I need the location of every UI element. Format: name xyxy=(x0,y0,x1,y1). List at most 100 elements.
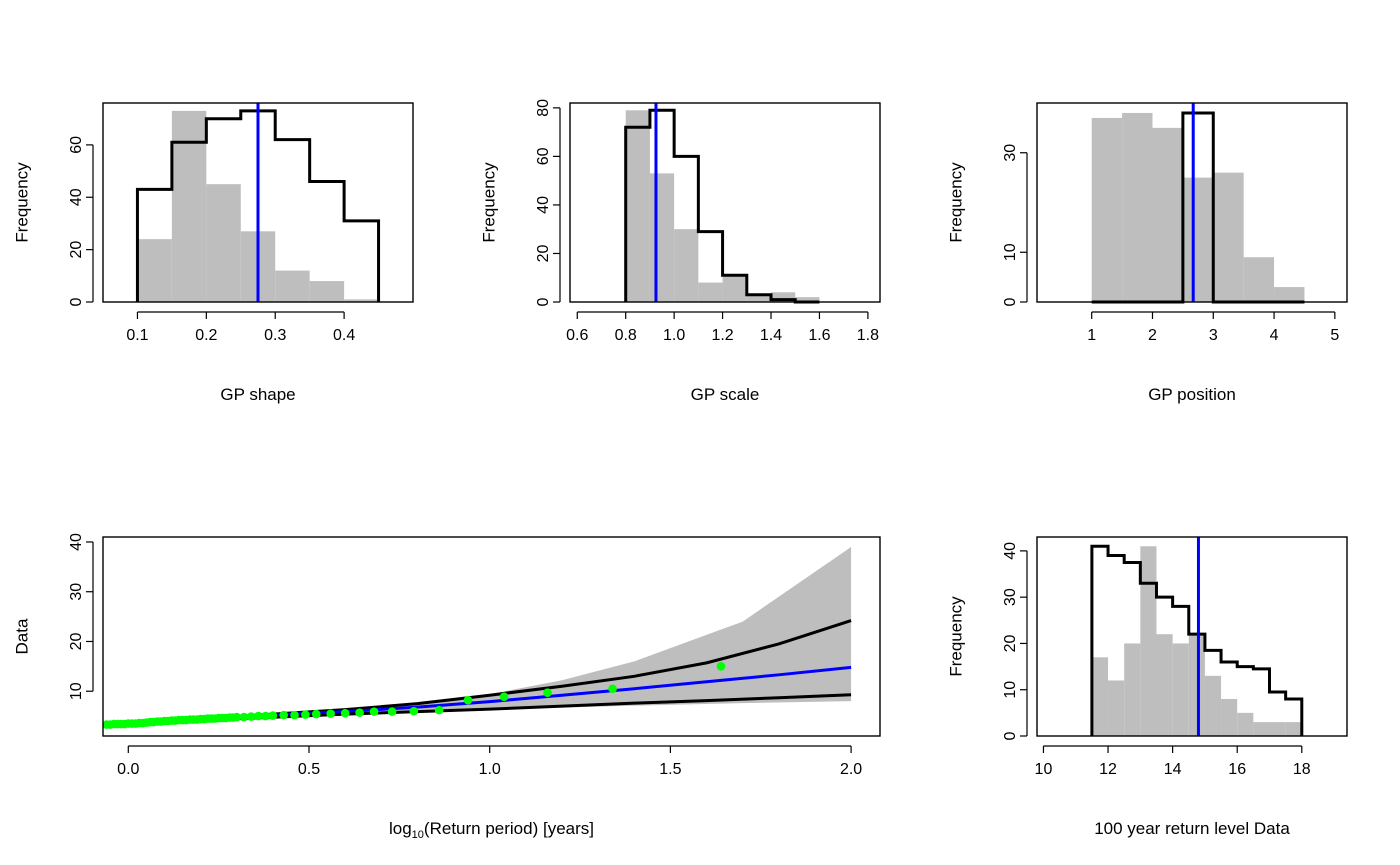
x-axis-label: GP scale xyxy=(691,385,760,404)
gray-bar xyxy=(1124,643,1141,736)
plot-frame xyxy=(1036,102,1348,303)
gray-bar xyxy=(1140,546,1157,736)
x-tick-label: 1.8 xyxy=(857,327,879,344)
gray-bar xyxy=(1213,172,1244,302)
gray-bar xyxy=(1172,643,1189,736)
gray-bar xyxy=(1237,712,1254,736)
y-tick-label: 20 xyxy=(68,632,85,650)
x-tick-label: 4 xyxy=(1270,327,1279,344)
observed-points xyxy=(102,662,726,729)
data-point xyxy=(608,684,617,694)
x-tick-label: 1.5 xyxy=(659,761,681,778)
gray-histogram xyxy=(1091,546,1302,736)
y-axis-label: Frequency xyxy=(946,162,965,243)
y-tick-label: 10 xyxy=(1002,681,1019,699)
axes: 0.6 0.8 1.0 1.2 1.4 1.6 1.8 0 20 40 60 80 xyxy=(535,99,879,344)
gray-bar xyxy=(344,299,379,302)
gray-bar xyxy=(1269,722,1286,736)
gray-bar xyxy=(795,297,820,302)
data-point xyxy=(232,712,242,722)
plot-frame xyxy=(569,102,881,303)
y-tick-label: 40 xyxy=(1002,542,1019,560)
x-axis-label: 100 year return level Data xyxy=(1094,819,1290,838)
y-tick-label: 20 xyxy=(1002,634,1019,652)
gray-bar xyxy=(1091,117,1123,302)
y-axis-label: Frequency xyxy=(479,162,498,243)
data-point xyxy=(246,712,256,721)
panel-gp-shape: 0.1 0.2 0.3 0.4 0 20 40 60 GP shape Frequency xyxy=(12,102,414,404)
gray-bar xyxy=(1152,127,1183,302)
gray-bar xyxy=(309,281,345,302)
black-histogram-outline xyxy=(624,108,820,304)
axes: 10 12 14 16 18 0 10 20 30 40 xyxy=(1002,542,1311,778)
x-tick-label: 3 xyxy=(1209,327,1218,344)
data-point xyxy=(268,711,278,720)
gray-bar xyxy=(649,173,675,302)
x-tick-label: 1 xyxy=(1087,327,1096,344)
gray-bar xyxy=(1204,675,1222,736)
data-point xyxy=(311,709,321,719)
gray-bar xyxy=(275,270,310,302)
data-point xyxy=(239,712,249,722)
plot-frame xyxy=(102,102,414,303)
y-tick-label: 0 xyxy=(1002,731,1019,740)
x-tick-label: 0.2 xyxy=(195,327,217,344)
x-axis-label: GP position xyxy=(1148,385,1236,404)
x-tick-label: 18 xyxy=(1293,761,1311,778)
gray-bar xyxy=(1156,634,1173,736)
gray-bar xyxy=(1122,112,1153,302)
data-point xyxy=(340,708,350,718)
gray-bar xyxy=(746,294,772,302)
data-point xyxy=(499,692,509,701)
gray-bar xyxy=(1108,680,1125,736)
x-axis-label: GP shape xyxy=(220,385,295,404)
gray-bar xyxy=(698,282,723,302)
data-point xyxy=(290,710,299,720)
data-point xyxy=(463,695,473,705)
gray-bar xyxy=(674,229,699,302)
x-tick-label: 0.0 xyxy=(117,761,139,778)
x-tick-label: 0.3 xyxy=(264,327,286,344)
y-tick-label: 20 xyxy=(68,241,85,259)
data-point xyxy=(326,709,335,718)
data-point xyxy=(279,710,288,720)
x-tick-label: 5 xyxy=(1330,327,1339,344)
confidence-band xyxy=(110,546,852,725)
gray-bar xyxy=(137,239,172,302)
y-axis-label: Data xyxy=(12,618,31,654)
gray-bar xyxy=(1253,722,1270,736)
x-tick-label: 16 xyxy=(1228,761,1246,778)
y-tick-label: 80 xyxy=(535,99,552,117)
x-tick-label: 10 xyxy=(1035,761,1053,778)
data-point xyxy=(543,688,552,698)
plot-frame xyxy=(102,536,881,737)
x-tick-label: 0.4 xyxy=(333,327,355,344)
x-tick-label: 0.5 xyxy=(298,761,320,778)
plot-frame xyxy=(1036,536,1348,737)
gray-bar xyxy=(206,184,241,302)
y-tick-label: 0 xyxy=(535,297,552,306)
gray-bar xyxy=(771,292,796,302)
y-tick-label: 60 xyxy=(535,147,552,165)
x-label-prefix: log xyxy=(389,819,412,838)
axes: 1 2 3 4 5 0 10 30 xyxy=(1002,144,1339,344)
data-point xyxy=(355,708,364,717)
data-point xyxy=(716,662,726,671)
gray-histogram xyxy=(625,110,820,302)
y-tick-label: 0 xyxy=(68,297,85,306)
data-point xyxy=(369,707,379,716)
x-tick-label: 2 xyxy=(1148,327,1157,344)
x-tick-label: 0.8 xyxy=(615,327,637,344)
y-tick-label: 30 xyxy=(1002,588,1019,606)
y-tick-label: 40 xyxy=(68,533,85,551)
x-label-rest: (Return period) [years] xyxy=(424,819,594,838)
panel-gp-position: 1 2 3 4 5 0 10 30 GP position Frequency xyxy=(946,102,1348,404)
y-tick-label: 20 xyxy=(535,244,552,262)
x-tick-label: 1.0 xyxy=(479,761,501,778)
gray-histogram xyxy=(1091,112,1305,302)
axes: 0.1 0.2 0.3 0.4 0 20 40 60 xyxy=(68,136,355,344)
y-tick-label: 40 xyxy=(535,196,552,214)
